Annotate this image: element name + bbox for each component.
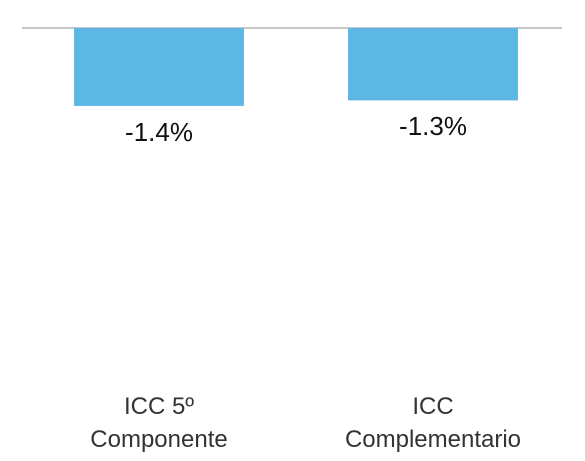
x-tick-label: ICC Complementario: [344, 393, 522, 453]
value-label: -1.3%: [399, 111, 467, 141]
value-label: -1.4%: [125, 117, 193, 147]
x-tick-label: ICC 5º Componente: [90, 393, 228, 453]
bar: [74, 28, 244, 106]
bar: [348, 28, 518, 101]
